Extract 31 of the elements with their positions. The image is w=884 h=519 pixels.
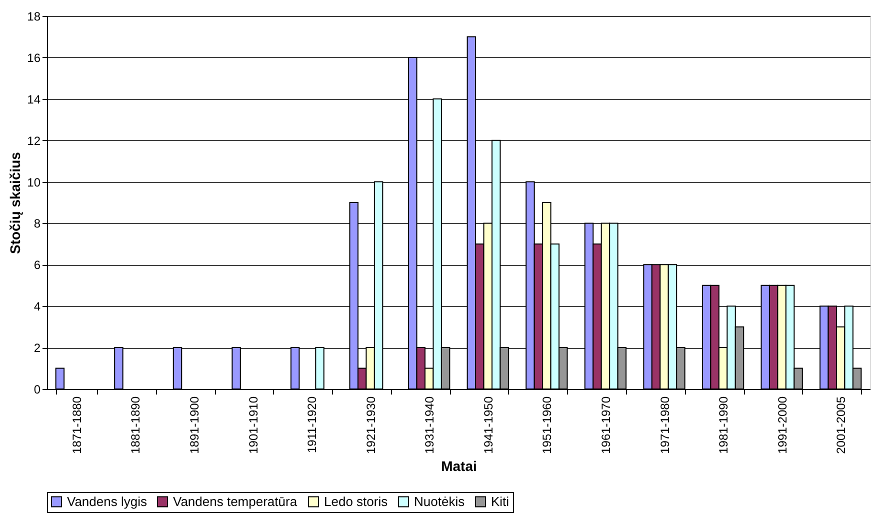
x-tick-label: 1931-1940 bbox=[422, 396, 437, 454]
legend-label: Vandens lygis bbox=[67, 494, 148, 509]
x-tick-label: 1961-1970 bbox=[598, 396, 613, 454]
x-tick-label: 1941-1950 bbox=[481, 396, 496, 454]
y-tick-label: 12 bbox=[27, 134, 41, 148]
y-tick-label: 8 bbox=[34, 216, 41, 231]
x-tick-label: 1881-1890 bbox=[128, 396, 143, 454]
legend-label: Nuotėkis bbox=[414, 494, 466, 509]
legend-label: Kiti bbox=[491, 494, 510, 509]
y-tick-label: 4 bbox=[34, 300, 41, 314]
legend-label: Vandens temperatūra bbox=[173, 494, 298, 509]
x-tick-label: 1951-1960 bbox=[540, 396, 554, 454]
x-tick-label: 1901-1910 bbox=[246, 396, 260, 454]
y-tick-label: 16 bbox=[27, 50, 41, 65]
x-axis-title: Matai bbox=[441, 458, 477, 474]
y-tick-label: 10 bbox=[27, 175, 41, 190]
x-tick-label: 1891-1900 bbox=[187, 396, 202, 454]
y-tick-label: 2 bbox=[34, 341, 41, 356]
y-tick-label: 18 bbox=[27, 10, 41, 24]
y-tick-label: 14 bbox=[27, 92, 41, 106]
x-tick-label: 1911-1920 bbox=[305, 396, 320, 453]
legend-label: Ledo storis bbox=[324, 494, 388, 509]
x-tick-label: 1971-1980 bbox=[658, 396, 672, 454]
y-axis-title: Stočių skaičius bbox=[7, 152, 24, 254]
y-tick-label: 0 bbox=[34, 382, 41, 396]
y-tick-label: 6 bbox=[34, 258, 41, 272]
x-tick-label: 1991-2000 bbox=[775, 396, 790, 454]
x-tick-label: 1981-1990 bbox=[716, 396, 731, 454]
x-tick-label: 1921-1930 bbox=[364, 396, 378, 454]
x-tick-label: 1871-1880 bbox=[70, 396, 84, 454]
x-tick-label: 2001-2005 bbox=[834, 396, 848, 454]
